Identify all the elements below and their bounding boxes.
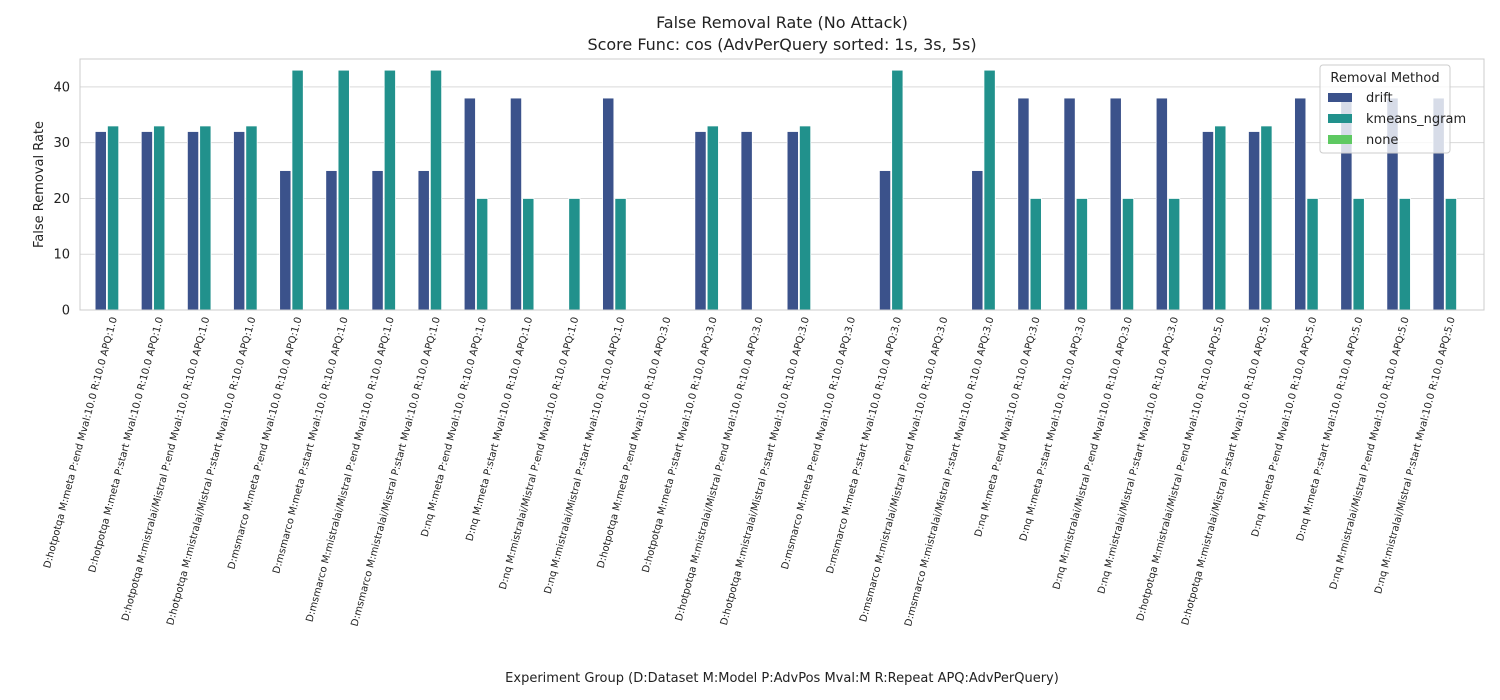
- y-tick-label: 10: [53, 248, 70, 263]
- x-tick-label: D:hotpotqa M:mistralai/Mistral P:end Mva…: [1135, 316, 1227, 622]
- bar-kmeans-ngram: [1168, 198, 1181, 311]
- y-tick-label: 20: [53, 192, 70, 207]
- chart-title: False Removal Rate (No Attack): [656, 13, 908, 32]
- bar-drift: [463, 97, 476, 311]
- x-tick-label: D:hotpotqa M:mistralai/Mistral P:start M…: [165, 316, 258, 627]
- bar-drift: [1017, 97, 1030, 311]
- bar-drift: [602, 97, 615, 311]
- bar-kmeans-ngram: [1444, 198, 1457, 311]
- bar-kmeans-ngram: [199, 125, 212, 311]
- x-tick-label: D:hotpotqa M:mistralai/Mistral P:start M…: [719, 316, 812, 627]
- x-tick-label: D:nq M:mistralai/Mistral P:end Mval:10.0…: [1051, 316, 1135, 591]
- x-tick-label: D:msmarco M:mistralai/Mistral P:end Mval…: [305, 316, 397, 624]
- y-tick-label: 40: [53, 80, 70, 95]
- bar-kmeans-ngram: [476, 198, 489, 311]
- bar-kmeans-ngram: [706, 125, 719, 311]
- bar-kmeans-ngram: [337, 69, 350, 311]
- x-tick-label: D:nq M:mistralai/Mistral P:start Mval:10…: [1373, 316, 1458, 595]
- x-tick-label: D:nq M:mistralai/Mistral P:start Mval:10…: [1096, 316, 1181, 595]
- bar-drift: [509, 97, 523, 311]
- y-tick-label: 30: [53, 136, 70, 151]
- legend-label: kmeans_ngram: [1366, 112, 1466, 127]
- x-tick-label: D:nq M:mistralai/Mistral P:end Mval:10.0…: [498, 316, 582, 591]
- bar-kmeans-ngram: [1029, 198, 1042, 311]
- bar-drift: [417, 170, 430, 311]
- bar-kmeans-ngram: [1075, 198, 1088, 311]
- legend-swatch-drift: [1328, 93, 1352, 102]
- bar-kmeans-ngram: [383, 69, 396, 311]
- bar-drift: [1248, 131, 1261, 311]
- bar-drift: [186, 131, 200, 311]
- legend-box: [1319, 64, 1451, 154]
- bar-kmeans-ngram: [1306, 198, 1319, 311]
- bar-kmeans-ngram: [1398, 198, 1411, 311]
- plot-frame: [79, 58, 1485, 311]
- bar-drift: [325, 170, 338, 311]
- bar-drift: [233, 131, 246, 311]
- bar-drift: [694, 131, 707, 311]
- y-axis-label: False Removal Rate: [32, 121, 47, 248]
- bar-kmeans-ngram: [291, 69, 304, 311]
- bar-kmeans-ngram: [1214, 125, 1227, 311]
- bar-kmeans-ngram: [1121, 198, 1135, 311]
- bar-kmeans-ngram: [891, 69, 904, 311]
- x-tick-label: D:hotpotqa M:mistralai/Mistral P:start M…: [1180, 316, 1273, 627]
- bar-kmeans-ngram: [568, 198, 581, 311]
- x-tick-label: D:nq M:mistralai/Mistral P:end Mval:10.0…: [1328, 316, 1412, 591]
- bar-drift: [971, 170, 984, 311]
- bar-drift: [786, 131, 799, 311]
- bar-drift: [878, 170, 892, 311]
- bar-kmeans-ngram: [429, 69, 443, 311]
- bar-drift: [1063, 97, 1076, 311]
- x-tick-label: D:msmarco M:mistralai/Mistral P:start Mv…: [903, 316, 996, 628]
- legend-swatch-none: [1328, 135, 1352, 144]
- bar-kmeans-ngram: [522, 198, 535, 311]
- bar-drift: [1201, 131, 1215, 311]
- bar-kmeans-ngram: [245, 125, 258, 311]
- bar-drift: [94, 131, 107, 311]
- x-tick-label: D:hotpotqa M:mistralai/Mistral P:end Mva…: [674, 316, 766, 622]
- legend-swatch-kmeans-ngram: [1328, 114, 1352, 123]
- y-tick-labels: 0 10 20 30 40: [53, 80, 70, 318]
- bar-kmeans-ngram: [1352, 198, 1365, 311]
- bar-drift: [371, 170, 384, 311]
- bar-kmeans-ngram: [983, 69, 996, 311]
- bar-kmeans-ngram: [153, 125, 166, 311]
- bar-drift: [1155, 97, 1168, 311]
- bar-drift: [279, 170, 292, 311]
- x-tick-label: D:hotpotqa M:mistralai/Mistral P:end Mva…: [120, 316, 212, 622]
- bar-kmeans-ngram: [799, 125, 812, 311]
- legend-label: none: [1366, 133, 1398, 148]
- bar-drift: [140, 131, 153, 311]
- x-tick-label: D:msmarco M:mistralai/Mistral P:start Mv…: [349, 316, 442, 628]
- x-axis-label: Experiment Group (D:Dataset M:Model P:Ad…: [505, 671, 1059, 686]
- bar-drift: [1109, 97, 1122, 311]
- x-tick-labels: D:hotpotqa M:meta P:end Mval:10.0 R:10.0…: [42, 316, 1458, 628]
- legend-title: Removal Method: [1330, 71, 1439, 86]
- x-tick-label: D:msmarco M:mistralai/Mistral P:end Mval…: [858, 316, 950, 624]
- bar-kmeans-ngram: [614, 198, 627, 311]
- legend-label: drift: [1366, 91, 1393, 106]
- bar-drift: [740, 131, 753, 311]
- chart-subtitle: Score Func: cos (AdvPerQuery sorted: 1s,…: [587, 35, 976, 54]
- y-tick-label: 0: [62, 304, 70, 319]
- bar-kmeans-ngram: [1260, 125, 1273, 311]
- bar-kmeans-ngram: [107, 125, 120, 311]
- bar-drift: [1294, 97, 1307, 311]
- x-tick-label: D:nq M:mistralai/Mistral P:start Mval:10…: [543, 316, 628, 595]
